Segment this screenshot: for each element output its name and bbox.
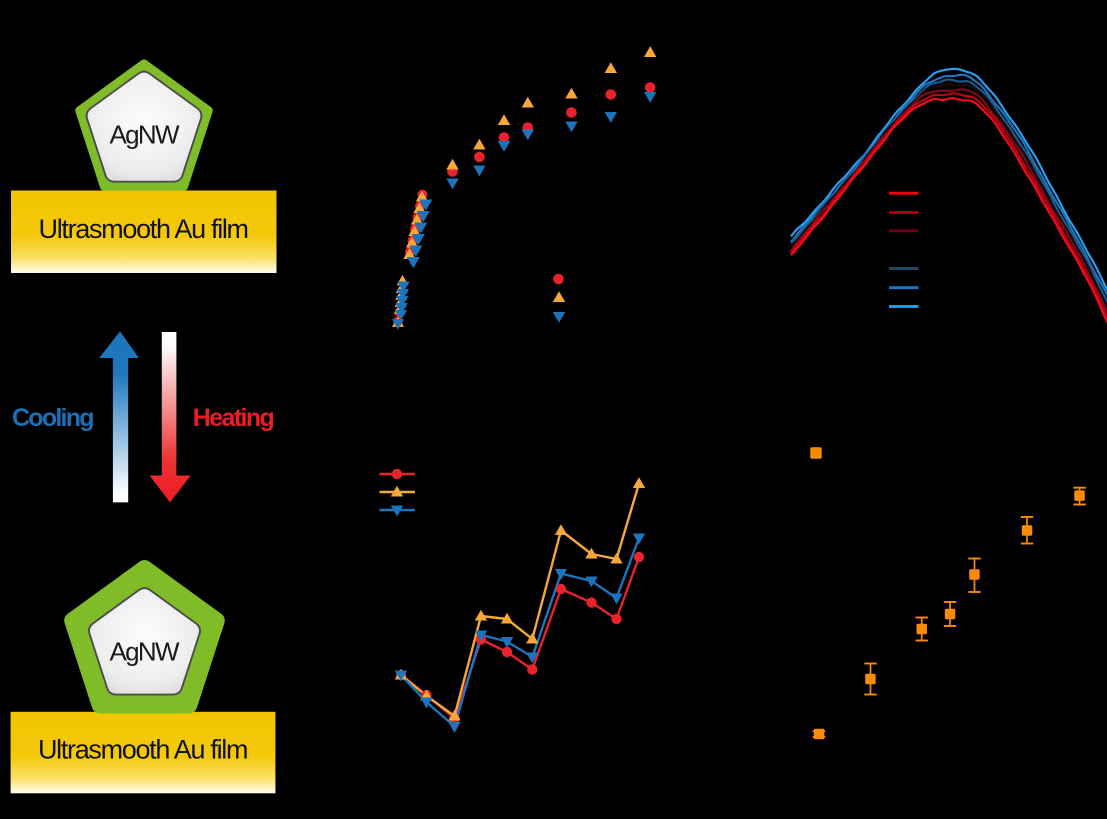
svg-text:Ultrasmooth Au film: Ultrasmooth Au film [38, 735, 249, 765]
svg-text:Ultrasmooth Au film: Ultrasmooth Au film [39, 214, 249, 244]
svg-text:Heating: Heating [193, 404, 275, 432]
svg-text:AgNW: AgNW [110, 637, 180, 667]
svg-text:Cooling: Cooling [12, 404, 95, 432]
svg-text:AgNW: AgNW [110, 120, 180, 150]
